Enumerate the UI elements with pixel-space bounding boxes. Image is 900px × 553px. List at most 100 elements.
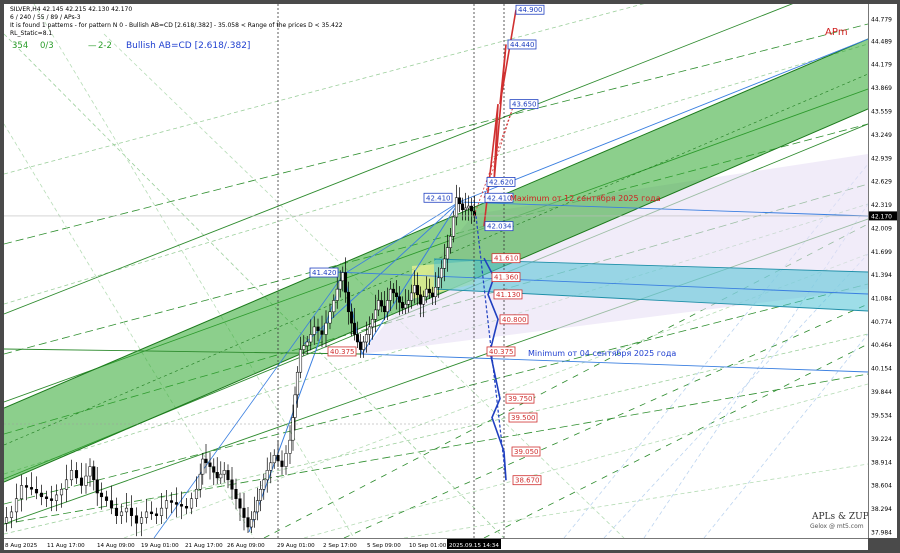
- params-line: 6 / 240 / 55 / 89 / APs-3: [10, 14, 81, 21]
- candle-body: [238, 498, 242, 509]
- stat-legend-line: —: [88, 41, 97, 51]
- down-target-4: 40.375: [486, 346, 516, 357]
- candle-body: [4, 517, 9, 524]
- channel-line-upper: [4, 4, 793, 315]
- candle-body: [249, 519, 254, 528]
- down-target-7-text: 39.050: [514, 448, 539, 456]
- y-tick-label: 42.009: [871, 226, 892, 233]
- candle-body: [332, 300, 336, 313]
- y-tick-label: 38.914: [871, 459, 892, 466]
- candle-body: [312, 326, 316, 335]
- y-tick-label: 39.844: [871, 389, 892, 396]
- chart-plot-area[interactable]: 44.900 44.440 43.650 42.620 42.410 42.034 41.6…: [4, 4, 868, 538]
- time-axis[interactable]: 8 Aug 2025 11 Aug 17:00 14 Aug 09:00 19 Aug…: [4, 538, 868, 550]
- candle-body: [436, 277, 441, 288]
- candle-body: [406, 300, 411, 305]
- candle-body: [424, 288, 429, 297]
- candle-body: [246, 517, 250, 528]
- down-target-6: 39.500: [508, 412, 538, 423]
- chart-canvas[interactable]: 44.900 44.440 43.650 42.620 42.410 42.034 41.6…: [4, 4, 868, 538]
- x-tick-label: 8 Aug 2025: [5, 543, 38, 549]
- candle-body: [208, 462, 212, 467]
- y-tick-label: 37.984: [871, 530, 892, 537]
- current-time-label: 2025.09.15 14:34: [449, 543, 499, 549]
- candle-body: [204, 458, 208, 464]
- left-label-a: 41.420: [309, 267, 339, 278]
- x-tick-label: 19 Aug 01:00: [141, 543, 179, 549]
- up-target-2-text: 43.650: [512, 101, 537, 109]
- candle-body: [376, 300, 381, 311]
- fan-line: [33, 4, 355, 538]
- pattern-name: Bullish AB=CD [2.618/.382]: [126, 41, 251, 51]
- down-target-0: 41.610: [491, 253, 521, 264]
- candle-body: [19, 485, 24, 499]
- candle-body: [154, 513, 159, 516]
- candle-body: [305, 341, 309, 347]
- fan-line: [4, 4, 645, 175]
- up-target-3-text: 42.620: [489, 178, 514, 186]
- candle-body: [14, 498, 19, 513]
- candle-body: [272, 455, 276, 464]
- left-label-b-text: 40.375: [330, 348, 355, 356]
- down-target-2: 41.130: [493, 289, 523, 300]
- down-target-1: 41.360: [491, 272, 521, 282]
- price-axis[interactable]: 44.779 44.489 44.179 43.869 43.559 43.249 42.9…: [868, 4, 897, 538]
- candle-body: [114, 507, 119, 516]
- bullish-target-path: [483, 9, 517, 227]
- y-tick-label: 41.699: [871, 249, 892, 256]
- candle-body: [448, 236, 453, 248]
- candle-body: [169, 500, 174, 503]
- candle-body: [69, 470, 74, 481]
- candle-body: [88, 466, 92, 477]
- candle-body: [349, 311, 354, 324]
- candle-body: [370, 319, 375, 328]
- down-target-1-text: 41.360: [494, 274, 519, 282]
- blue-horizontal-2: [360, 353, 868, 373]
- candle-body: [433, 287, 438, 297]
- up-target-1-box: [507, 39, 537, 50]
- candle-body: [379, 300, 384, 307]
- candle-body: [84, 475, 88, 486]
- y-tick-label: 44.179: [871, 62, 892, 69]
- candle-body: [391, 288, 396, 294]
- candle-body: [394, 292, 399, 297]
- candle-body: [222, 470, 226, 475]
- candle-body: [144, 511, 149, 518]
- candle-body: [258, 489, 263, 501]
- watermark-title: APLs & ZUP: [812, 512, 868, 522]
- fan-line: [4, 333, 868, 535]
- x-tick-label: 5 Sep 09:00: [367, 543, 401, 549]
- x-tick-label: 26 Aug 09:00: [227, 543, 265, 549]
- candle-body: [445, 247, 450, 260]
- candle-body: [9, 511, 14, 518]
- stat-mode: 2-2: [98, 41, 112, 51]
- candle-body: [129, 507, 134, 516]
- ab-leg-3: [361, 201, 460, 355]
- candle-body: [280, 460, 284, 467]
- candle-body: [74, 470, 79, 479]
- candle-body: [284, 453, 288, 467]
- candle-body: [269, 462, 273, 471]
- candle-body: [230, 479, 234, 490]
- candle-body: [385, 300, 390, 313]
- y-tick-label: 43.559: [871, 109, 892, 116]
- up-target-0-text: 44.900: [518, 6, 543, 14]
- apm-label: APm: [825, 27, 848, 38]
- current-price-label: 42.170: [871, 213, 892, 220]
- up-target-4: 42.410: [484, 192, 514, 203]
- down-target-3: 40.800: [499, 314, 529, 325]
- down-target-5-text: 39.750: [508, 395, 533, 403]
- minimum-annotation: Minimum от 04 сентября 2025 года: [528, 349, 677, 358]
- candle-body: [119, 511, 124, 516]
- candle-body: [95, 479, 99, 494]
- up-target-0: 44.900: [515, 4, 545, 15]
- y-tick-label: 39.224: [871, 436, 892, 443]
- candle-body: [412, 285, 417, 294]
- y-tick-label: 38.604: [871, 483, 892, 490]
- x-tick-label: 29 Aug 01:00: [277, 543, 315, 549]
- down-target-1-box: [491, 272, 521, 282]
- candle-body: [59, 489, 64, 496]
- stat-ratio: 0/3: [40, 41, 54, 51]
- candle-body: [99, 492, 104, 498]
- candle-body: [320, 330, 324, 335]
